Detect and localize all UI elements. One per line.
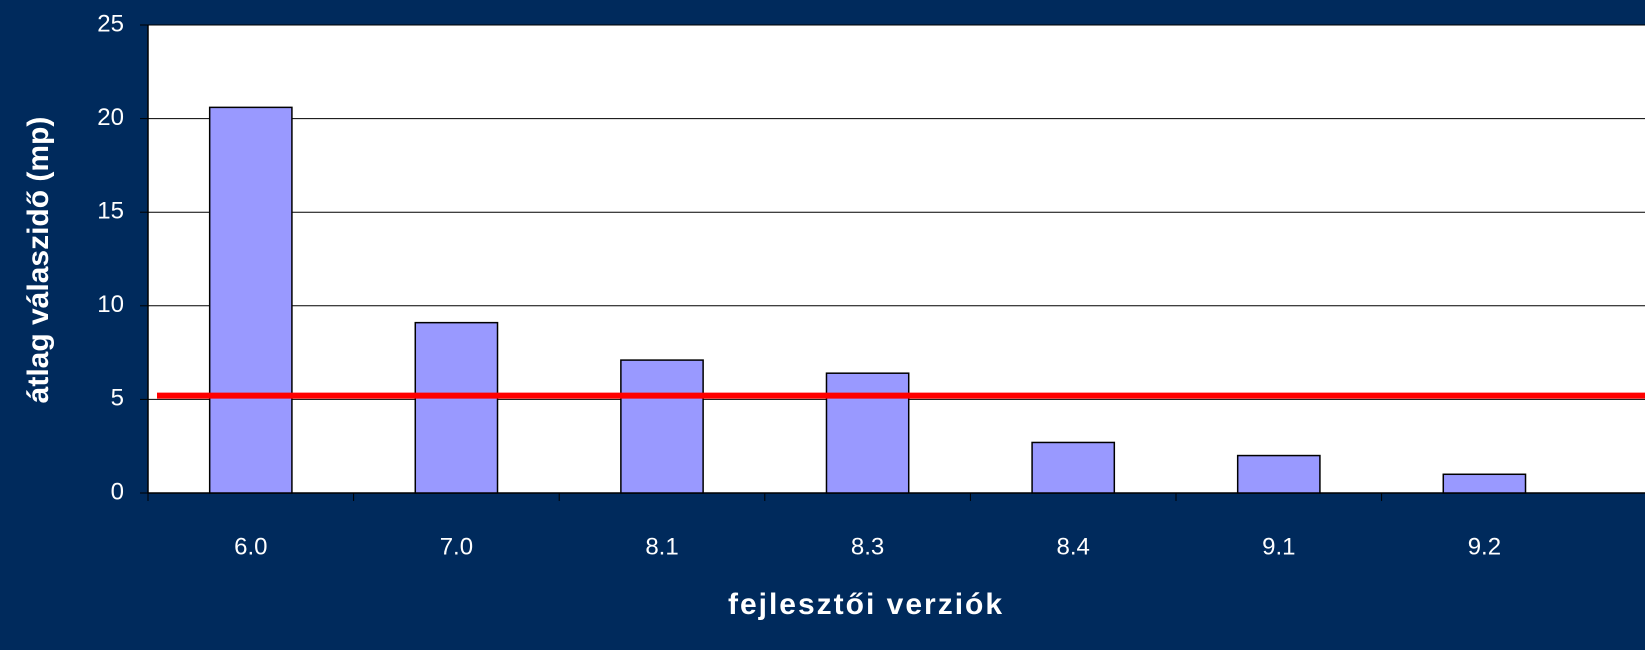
x-tick-label: 6.0 bbox=[234, 533, 267, 560]
y-tick-label: 5 bbox=[111, 385, 124, 412]
bar bbox=[825, 372, 910, 494]
x-axis-title: fejlesztői verziók bbox=[728, 588, 1004, 621]
y-tick-label: 20 bbox=[97, 104, 124, 131]
bar bbox=[1442, 473, 1527, 494]
y-tick-label: 15 bbox=[97, 198, 124, 225]
x-tick-label: 8.1 bbox=[645, 533, 678, 560]
bar bbox=[208, 106, 293, 494]
bar bbox=[1031, 441, 1116, 494]
y-axis-title: átlag válaszidő (mp) bbox=[22, 117, 55, 404]
x-tick-label: 9.1 bbox=[1262, 533, 1295, 560]
bar bbox=[620, 359, 704, 494]
bar bbox=[1236, 454, 1321, 494]
y-tick-label: 10 bbox=[97, 291, 124, 318]
bar bbox=[414, 321, 499, 494]
x-tick-label: 8.3 bbox=[851, 533, 884, 560]
y-tick-label: 25 bbox=[97, 10, 124, 37]
x-tick-label: 9.2 bbox=[1468, 533, 1501, 560]
y-tick-label: 0 bbox=[111, 478, 124, 505]
x-tick-label: 7.0 bbox=[440, 533, 473, 560]
x-tick-label: 8.4 bbox=[1057, 533, 1090, 560]
